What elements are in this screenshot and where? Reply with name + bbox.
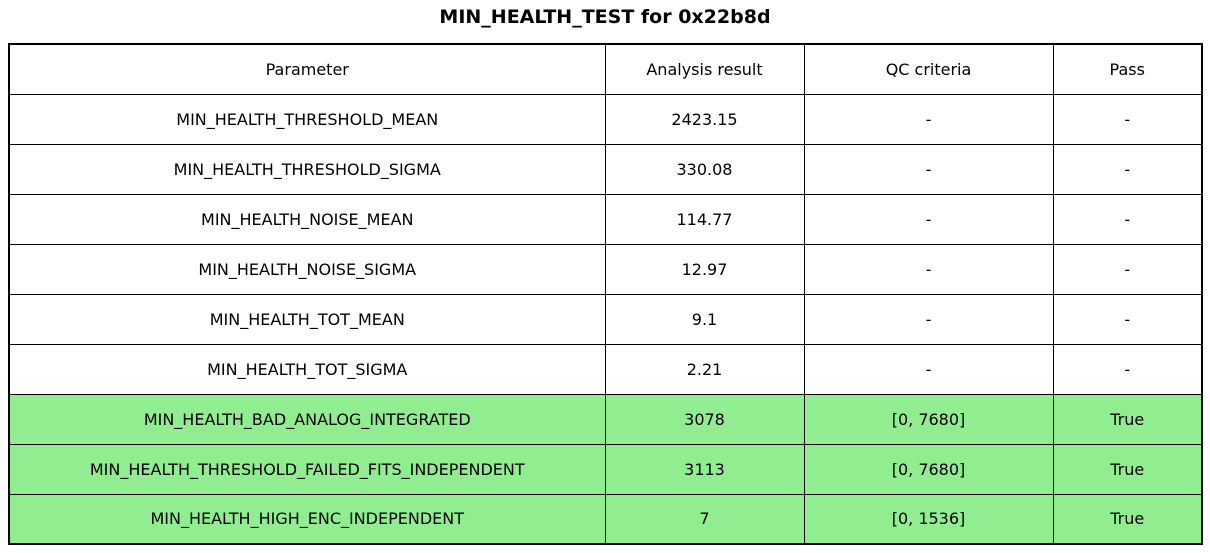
qc-criteria-cell: -: [803, 193, 1054, 245]
qc-criteria-cell: -: [803, 93, 1054, 145]
qc-criteria-cell: [0, 7680]: [803, 443, 1054, 495]
table-body: MIN_HEALTH_THRESHOLD_MEAN 2423.15 - - MI…: [8, 93, 1203, 545]
parameter-cell: MIN_HEALTH_HIGH_ENC_INDEPENDENT: [8, 493, 606, 545]
pass-cell: True: [1052, 443, 1203, 495]
qc-results-table: Parameter Analysis result QC criteria Pa…: [8, 43, 1203, 545]
column-header-qc-criteria: QC criteria: [803, 43, 1054, 95]
parameter-cell: MIN_HEALTH_TOT_MEAN: [8, 293, 606, 345]
pass-cell: -: [1052, 93, 1203, 145]
page-title: MIN_HEALTH_TEST for 0x22b8d: [439, 6, 771, 28]
qc-criteria-cell: [0, 1536]: [803, 493, 1054, 545]
pass-cell: -: [1052, 143, 1203, 195]
pass-cell: True: [1052, 393, 1203, 445]
header-row: Parameter Analysis result QC criteria Pa…: [8, 43, 1203, 95]
pass-cell: True: [1052, 493, 1203, 545]
column-header-parameter: Parameter: [8, 43, 606, 95]
qc-criteria-cell: -: [803, 343, 1054, 395]
table-row: MIN_HEALTH_THRESHOLD_MEAN 2423.15 - -: [8, 93, 1203, 145]
parameter-cell: MIN_HEALTH_TOT_SIGMA: [8, 343, 606, 395]
parameter-cell: MIN_HEALTH_BAD_ANALOG_INTEGRATED: [8, 393, 606, 445]
table-row: MIN_HEALTH_NOISE_SIGMA 12.97 - -: [8, 243, 1203, 295]
pass-cell: -: [1052, 293, 1203, 345]
pass-cell: -: [1052, 193, 1203, 245]
qc-criteria-cell: -: [803, 143, 1054, 195]
analysis-result-cell: 2.21: [604, 343, 805, 395]
table-row: MIN_HEALTH_BAD_ANALOG_INTEGRATED 3078 [0…: [8, 393, 1203, 445]
table-row: MIN_HEALTH_THRESHOLD_FAILED_FITS_INDEPEN…: [8, 443, 1203, 495]
pass-cell: -: [1052, 343, 1203, 395]
table-row: MIN_HEALTH_NOISE_MEAN 114.77 - -: [8, 193, 1203, 245]
table-row: MIN_HEALTH_TOT_MEAN 9.1 - -: [8, 293, 1203, 345]
analysis-result-cell: 330.08: [604, 143, 805, 195]
parameter-cell: MIN_HEALTH_THRESHOLD_FAILED_FITS_INDEPEN…: [8, 443, 606, 495]
table-row: MIN_HEALTH_THRESHOLD_SIGMA 330.08 - -: [8, 143, 1203, 195]
parameter-cell: MIN_HEALTH_NOISE_MEAN: [8, 193, 606, 245]
analysis-result-cell: 9.1: [604, 293, 805, 345]
qc-criteria-cell: [0, 7680]: [803, 393, 1054, 445]
table-row: MIN_HEALTH_HIGH_ENC_INDEPENDENT 7 [0, 15…: [8, 493, 1203, 545]
column-header-pass: Pass: [1052, 43, 1203, 95]
analysis-result-cell: 3078: [604, 393, 805, 445]
pass-cell: -: [1052, 243, 1203, 295]
analysis-result-cell: 2423.15: [604, 93, 805, 145]
parameter-cell: MIN_HEALTH_THRESHOLD_MEAN: [8, 93, 606, 145]
analysis-result-cell: 114.77: [604, 193, 805, 245]
parameter-cell: MIN_HEALTH_THRESHOLD_SIGMA: [8, 143, 606, 195]
parameter-cell: MIN_HEALTH_NOISE_SIGMA: [8, 243, 606, 295]
qc-criteria-cell: -: [803, 293, 1054, 345]
qc-criteria-cell: -: [803, 243, 1054, 295]
analysis-result-cell: 7: [604, 493, 805, 545]
analysis-result-cell: 12.97: [604, 243, 805, 295]
table-row: MIN_HEALTH_TOT_SIGMA 2.21 - -: [8, 343, 1203, 395]
column-header-analysis-result: Analysis result: [604, 43, 805, 95]
analysis-result-cell: 3113: [604, 443, 805, 495]
